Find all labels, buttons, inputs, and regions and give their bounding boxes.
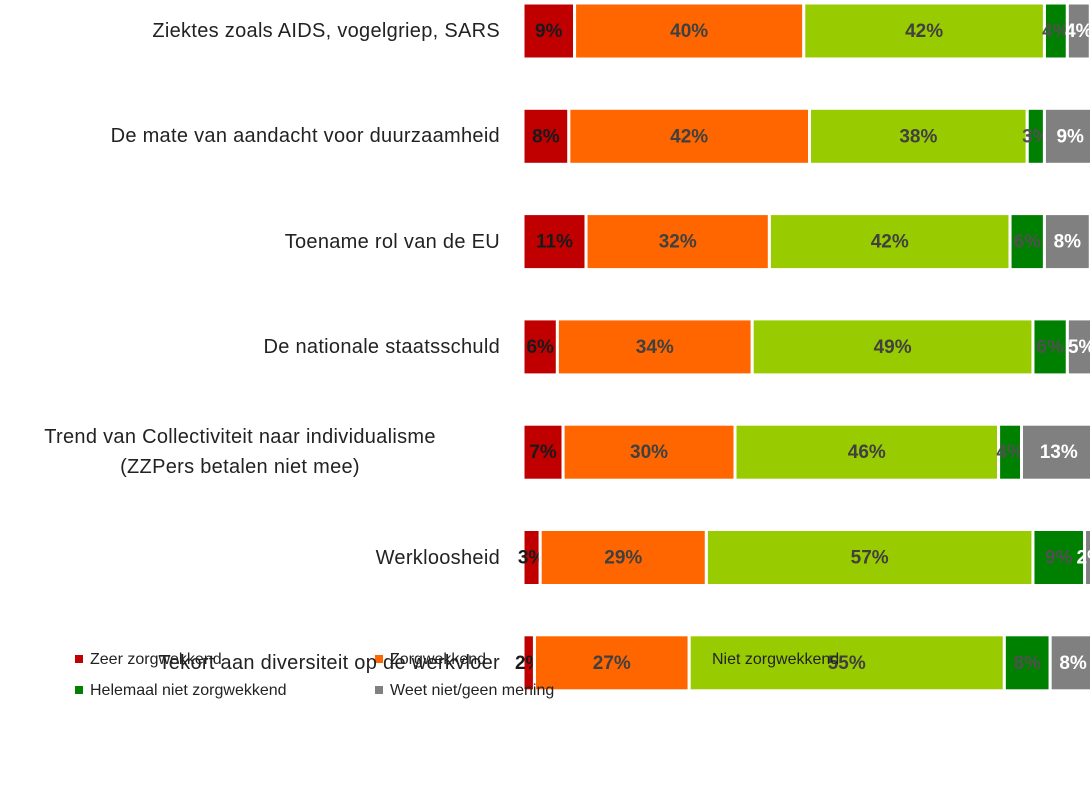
bar-segment — [1065, 1, 1090, 61]
data-label: 40% — [670, 21, 708, 42]
legend-swatch — [697, 655, 705, 663]
data-label: 42% — [871, 232, 909, 253]
data-label: 32% — [659, 232, 697, 253]
bar-segment — [521, 212, 588, 272]
data-label: 55% — [828, 653, 866, 674]
data-label: 57% — [851, 548, 889, 569]
bar-segment — [555, 317, 754, 377]
data-label: 8% — [1054, 232, 1082, 253]
data-label: 13% — [1040, 442, 1078, 463]
bar-segment — [1048, 633, 1090, 693]
data-label: 11% — [536, 232, 573, 253]
bar-segment — [767, 212, 1012, 272]
bar-segment — [1020, 422, 1090, 482]
data-label: 27% — [593, 653, 631, 674]
data-label: 9% — [1045, 548, 1073, 569]
legend-swatch — [375, 655, 383, 663]
bar-segment — [1083, 528, 1090, 587]
data-label: 4% — [996, 442, 1024, 463]
legend-label: Niet zorgwekkend — [712, 651, 839, 668]
legend-swatch — [375, 686, 383, 694]
data-label: 42% — [670, 126, 708, 147]
data-label: 4% — [1065, 21, 1090, 42]
data-label: 8% — [1059, 653, 1087, 674]
category-label: Tekort aan diversiteit op de werkvloer — [158, 651, 500, 674]
data-label: 6% — [1036, 337, 1064, 358]
category-label: Werkloosheid — [375, 546, 500, 569]
bar-segment — [808, 106, 1029, 166]
data-label: 38% — [899, 126, 937, 147]
data-label: 46% — [848, 442, 886, 463]
data-label: 6% — [1014, 232, 1042, 253]
legend-label: Zorgwekkend — [390, 651, 486, 668]
bar-segment — [521, 422, 565, 482]
bar-segment — [521, 317, 559, 377]
bar-segment — [687, 633, 1006, 693]
data-label: 3% — [518, 548, 546, 569]
bar-segment — [561, 422, 737, 482]
bar-segment — [538, 528, 708, 587]
data-label: 7% — [529, 442, 557, 463]
category-label: Trend van Collectiviteit naar individual… — [44, 426, 436, 479]
data-label: 3% — [1022, 126, 1050, 147]
data-label: 8% — [532, 126, 560, 147]
data-label: 42% — [905, 21, 943, 42]
category-label: Ziektes zoals AIDS, vogelgriep, SARS — [152, 20, 500, 42]
data-label: 29% — [604, 548, 642, 569]
category-label: De nationale staatsschuld — [263, 335, 500, 358]
data-label: 4% — [1042, 21, 1070, 42]
bar-segment — [704, 528, 1035, 587]
bar-segment — [1042, 212, 1090, 272]
data-label: 34% — [636, 337, 674, 358]
data-label: 5% — [1068, 337, 1090, 358]
legend-label: Weet niet/geen mening — [390, 682, 554, 699]
legend-label: Zeer zorgwekkend — [90, 651, 222, 668]
category-label: De mate van aandacht voor duurzaamheid — [110, 125, 500, 148]
legend-swatch — [75, 686, 83, 694]
legend-label: Helemaal niet zorgwekkend — [90, 682, 287, 699]
bar-segment — [733, 422, 1001, 482]
bar-segment — [573, 1, 806, 61]
legend-swatch — [75, 655, 83, 663]
bar-segment — [1031, 528, 1087, 587]
data-label: 8% — [1014, 653, 1042, 674]
data-label: 30% — [630, 442, 668, 463]
bar-segment — [521, 1, 577, 61]
category-label: Toename rol van de EU — [284, 230, 500, 253]
data-label: 9% — [535, 21, 563, 42]
bar-segment — [1042, 106, 1090, 166]
data-label: 49% — [874, 337, 912, 358]
bar-segment — [1065, 317, 1090, 377]
bar-segment — [802, 1, 1046, 61]
data-label: 6% — [526, 337, 554, 358]
data-label: 9% — [1056, 126, 1084, 147]
data-label: 2% — [1077, 548, 1090, 569]
bar-segment — [532, 633, 691, 693]
